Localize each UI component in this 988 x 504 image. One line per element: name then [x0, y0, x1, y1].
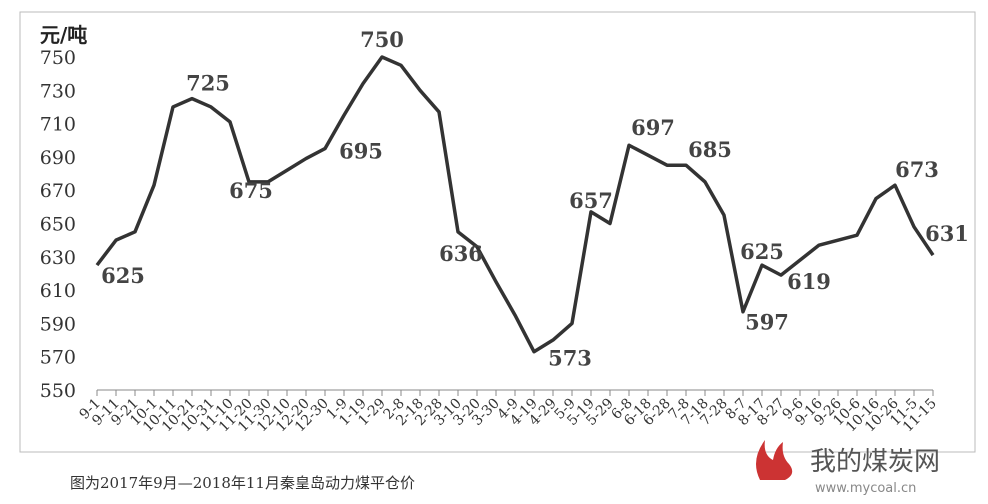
caption: 图为2017年9月—2018年11月秦皇岛动力煤平仓价 — [70, 474, 415, 492]
line — [95, 55, 935, 354]
y-tick-label: 610 — [40, 280, 76, 302]
watermark: 我的煤炭网 www.mycoal.cn — [756, 440, 940, 496]
value-label: 631 — [925, 221, 969, 246]
value-label: 673 — [895, 157, 939, 182]
watermark-name: 我的煤炭网 — [810, 447, 940, 477]
y-tick-label: 670 — [40, 180, 76, 202]
value-label: 675 — [229, 178, 273, 203]
value-label: 657 — [569, 188, 613, 213]
value-label: 619 — [787, 269, 831, 294]
value-label: 697 — [631, 115, 675, 140]
y-tick-label: 630 — [40, 247, 76, 269]
watermark-url: www.mycoal.cn — [815, 481, 916, 496]
value-label: 573 — [548, 346, 592, 371]
y-tick-label: 650 — [40, 214, 76, 236]
y-tick-label: 690 — [40, 147, 76, 169]
value-label: 625 — [101, 263, 145, 288]
value-label: 597 — [745, 310, 789, 335]
logo — [756, 440, 793, 480]
y-tick-label: 730 — [40, 80, 76, 102]
value-label: 636 — [439, 241, 483, 266]
y-axis-label: 元/吨 — [40, 23, 87, 47]
value-label: 695 — [339, 139, 383, 164]
value-label: 625 — [740, 239, 784, 264]
y-tick-label: 710 — [40, 114, 76, 136]
y-tick-label: 590 — [40, 313, 76, 335]
value-label: 725 — [186, 71, 230, 96]
y-tick-label: 750 — [40, 47, 76, 69]
value-label: 750 — [360, 27, 404, 52]
y-tick-label: 550 — [40, 380, 76, 402]
chart-border — [19, 11, 976, 453]
value-label: 685 — [688, 137, 732, 162]
y-tick-label: 570 — [40, 347, 76, 369]
